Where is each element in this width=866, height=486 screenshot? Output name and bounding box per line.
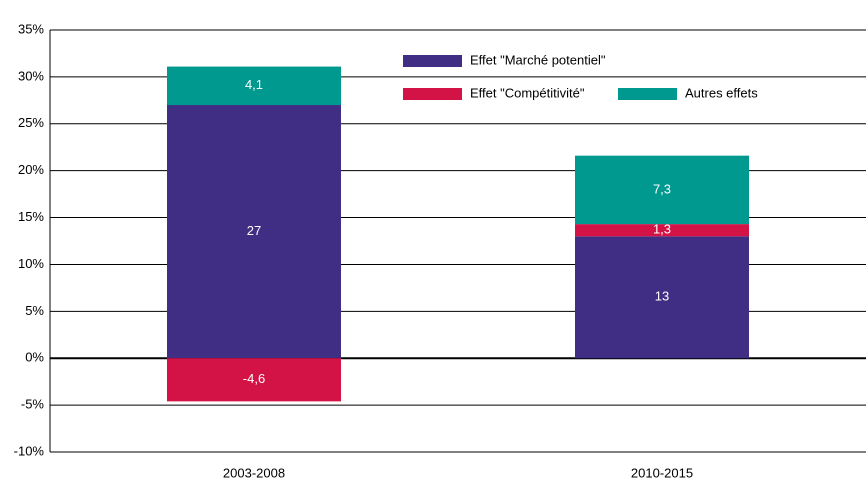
legend-swatch <box>618 88 677 100</box>
y-tick-label: 25% <box>18 115 44 130</box>
data-label: 7,3 <box>653 181 671 196</box>
legend-swatch <box>403 55 462 67</box>
legend-label: Autres effets <box>685 85 758 100</box>
y-tick-label: 30% <box>18 68 44 83</box>
y-tick-label: -10% <box>14 443 45 458</box>
data-label: 4,1 <box>245 77 263 92</box>
bar-segment <box>167 358 341 402</box>
legend-swatch <box>403 88 462 100</box>
data-label: 1,3 <box>653 222 671 237</box>
x-tick-label: 2003-2008 <box>223 465 285 480</box>
bar-segment <box>575 224 749 237</box>
y-tick-label: 10% <box>18 256 44 271</box>
y-tick-label: 20% <box>18 162 44 177</box>
data-label: -4,6 <box>243 371 265 386</box>
y-tick-label: 35% <box>18 21 44 36</box>
data-label: 13 <box>655 289 669 304</box>
y-tick-label: 5% <box>25 303 44 318</box>
bar-segment <box>167 66 341 106</box>
bar-segment <box>575 236 749 359</box>
bar-segment <box>575 155 749 225</box>
x-tick-label: 2010-2015 <box>631 465 693 480</box>
data-label: 27 <box>247 223 261 238</box>
y-tick-label: 0% <box>25 350 44 365</box>
legend-label: Effet "Compétitivité" <box>470 85 585 100</box>
bar-segment <box>167 105 341 359</box>
y-tick-label: 15% <box>18 209 44 224</box>
legend-label: Effet "Marché potentiel" <box>470 52 606 67</box>
y-tick-label: -5% <box>21 397 45 412</box>
